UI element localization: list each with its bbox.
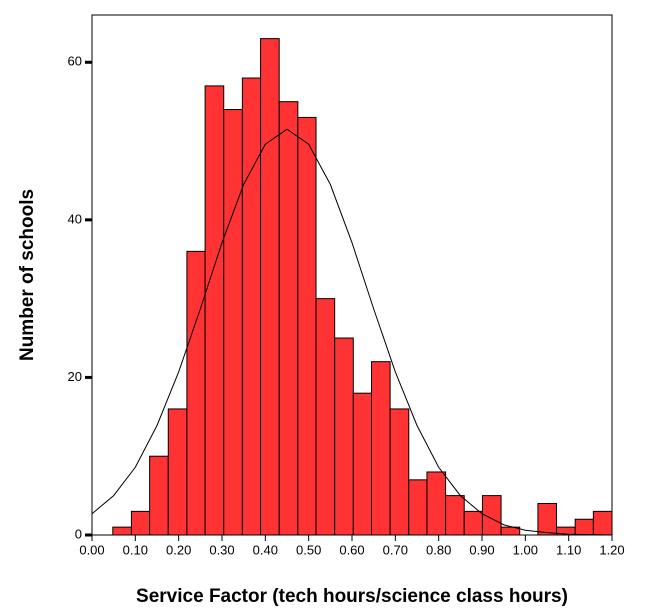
x-tick-label: 0.10 bbox=[123, 542, 148, 557]
bar bbox=[481, 495, 502, 536]
bar bbox=[352, 392, 372, 536]
bar bbox=[297, 116, 317, 536]
bar bbox=[186, 250, 206, 536]
x-tick-label: 1.10 bbox=[556, 542, 581, 557]
bar bbox=[130, 510, 151, 536]
bar bbox=[592, 510, 613, 536]
bar bbox=[408, 479, 428, 536]
y-tick-label: 60 bbox=[68, 54, 82, 69]
bar bbox=[260, 38, 280, 536]
bar bbox=[500, 526, 521, 536]
y-tick-label: 0 bbox=[75, 526, 82, 541]
y-axis-label: Number of schools bbox=[17, 189, 38, 361]
x-tick-label: 0.00 bbox=[79, 542, 104, 557]
x-tick-label: 1.20 bbox=[599, 542, 624, 557]
bar bbox=[278, 101, 299, 536]
bar bbox=[426, 471, 447, 536]
x-tick-label: 0.90 bbox=[469, 542, 494, 557]
x-tick-label: 0.50 bbox=[296, 542, 321, 557]
x-tick-label: 0.30 bbox=[209, 542, 234, 557]
bar bbox=[371, 361, 391, 536]
x-tick-label: 0.80 bbox=[426, 542, 451, 557]
normal-curve bbox=[91, 128, 613, 536]
bar bbox=[167, 408, 188, 536]
bar bbox=[223, 109, 243, 536]
bar bbox=[463, 510, 483, 536]
bar bbox=[112, 526, 132, 536]
y-tick-label: 40 bbox=[68, 211, 82, 226]
bar bbox=[334, 337, 354, 536]
bar bbox=[315, 298, 336, 536]
bar bbox=[204, 85, 225, 536]
bar bbox=[574, 518, 594, 536]
bar bbox=[445, 495, 465, 536]
x-axis-label: Service Factor (tech hours/science class… bbox=[136, 586, 568, 607]
y-tick-label: 20 bbox=[68, 369, 82, 384]
x-tick-label: 0.40 bbox=[253, 542, 278, 557]
bar bbox=[537, 502, 558, 536]
bar bbox=[389, 408, 410, 536]
x-tick-label: 1.00 bbox=[513, 542, 538, 557]
x-tick-label: 0.60 bbox=[339, 542, 364, 557]
bar bbox=[149, 455, 169, 536]
bar bbox=[241, 77, 262, 536]
x-tick-label: 0.20 bbox=[166, 542, 191, 557]
x-tick-label: 0.70 bbox=[383, 542, 408, 557]
